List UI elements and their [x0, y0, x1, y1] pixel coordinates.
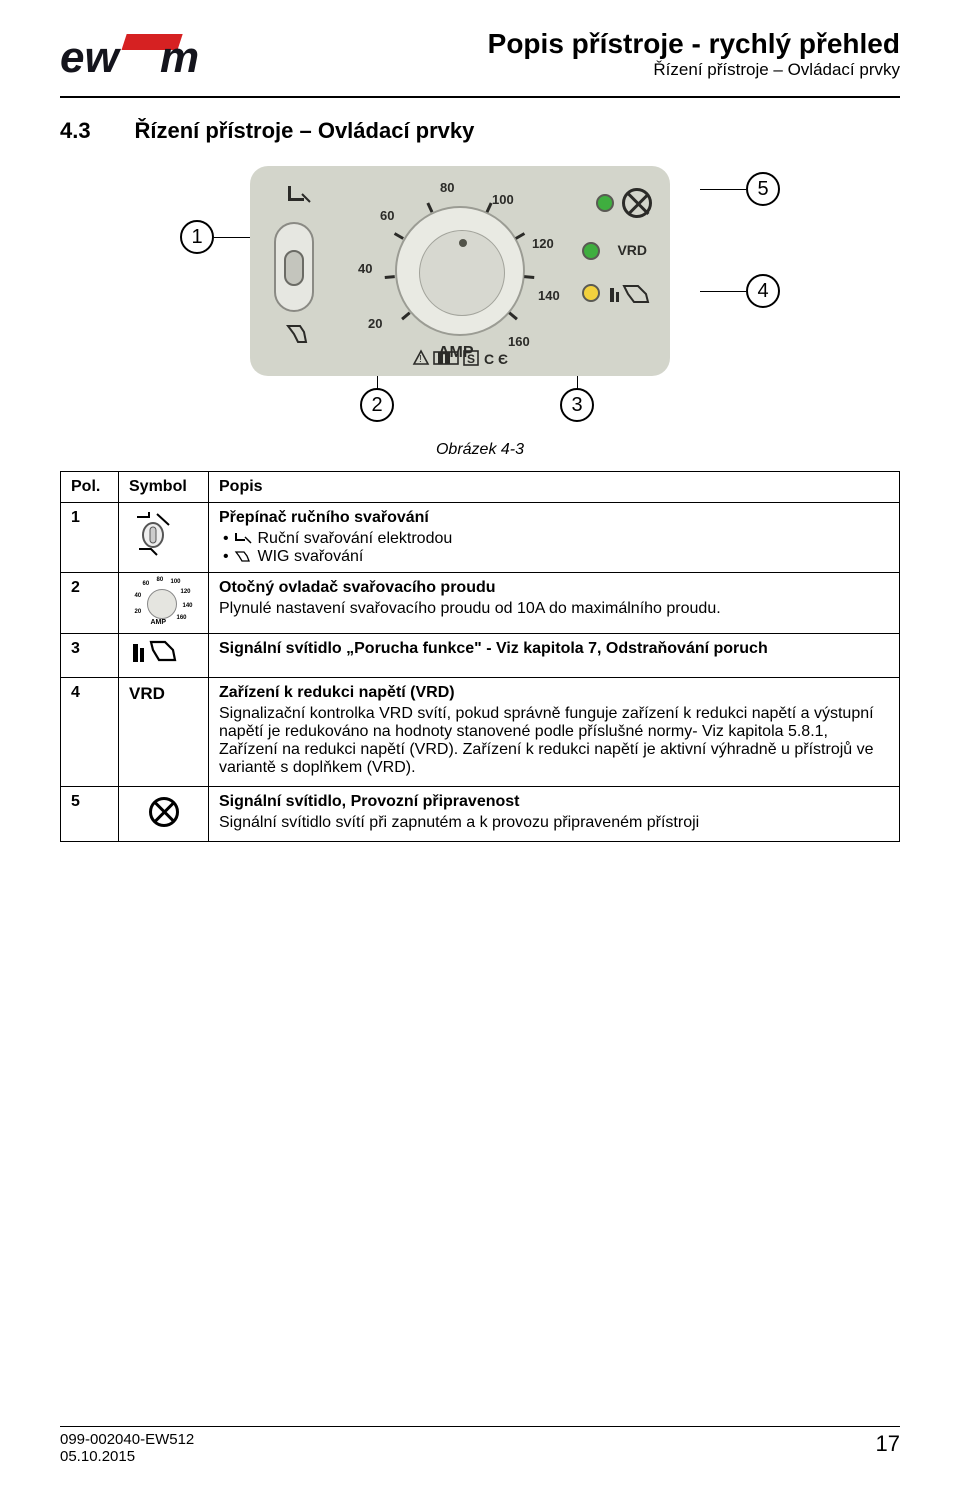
dial-tick — [401, 312, 411, 321]
dial-val-80: 80 — [440, 180, 454, 195]
logo-m: m — [160, 33, 199, 82]
footer-doc-id: 099-002040-EW512 — [60, 1431, 194, 1448]
callout-2: 2 — [360, 388, 394, 422]
svg-text:S: S — [467, 352, 476, 366]
dial-val-140: 140 — [538, 288, 560, 303]
page-header: ew m Popis přístroje - rychlý přehled Ří… — [0, 0, 960, 90]
th-pol: Pol. — [61, 472, 119, 503]
svg-text:C: C — [484, 351, 495, 367]
table-row: 5 Signální svítidlo, Provozní připraveno… — [61, 787, 900, 842]
figure-zone: 1 5 4 2 3 — [60, 166, 900, 459]
bullet-item: Ruční svařování elektrodou — [223, 530, 889, 548]
ready-led-icon — [622, 188, 652, 218]
row-title: Otočný ovladač svařovacího proudu — [219, 579, 889, 597]
row-body: Signální svítidlo svítí při zapnutém a k… — [219, 814, 889, 832]
cell-pol: 2 — [61, 573, 119, 634]
cell-symbol — [119, 634, 209, 678]
cell-pol: 4 — [61, 678, 119, 787]
panel-wrap: 1 5 4 2 3 — [180, 166, 780, 426]
cell-desc: Signální svítidlo „Porucha funkce" - Viz… — [209, 634, 900, 678]
section-heading: 4.3 Řízení přístroje – Ovládací prvky — [60, 118, 900, 144]
mini-dial-icon: 20 40 60 80 100 120 140 160 AMP — [135, 579, 193, 627]
dial-tick — [394, 232, 404, 240]
dial-tick — [515, 232, 525, 240]
footer-rule — [60, 1426, 900, 1427]
table-header-row: Pol. Symbol Popis — [61, 472, 900, 503]
callout-1: 1 — [180, 220, 214, 254]
compliance-marks: ! S C Є — [412, 349, 522, 370]
th-popis: Popis — [209, 472, 900, 503]
logo-ew: ew — [60, 33, 121, 82]
fault-led — [582, 284, 600, 302]
ready-symbol-icon — [149, 797, 179, 827]
fault-symbol-icon — [129, 640, 179, 666]
dial-val-60: 60 — [380, 208, 394, 223]
electrode-inline-icon — [233, 531, 253, 545]
row-title: Signální svítidlo, Provozní připravenost — [219, 793, 889, 811]
cell-desc: Signální svítidlo, Provozní připravenost… — [209, 787, 900, 842]
footer-date: 05.10.2015 — [60, 1448, 194, 1465]
section-number: 4.3 — [60, 118, 130, 144]
svg-text:Є: Є — [498, 351, 509, 367]
dial-indicator — [459, 239, 467, 247]
table-row: 2 20 40 60 80 100 120 140 160 AMP — [61, 573, 900, 634]
callout-4: 4 — [746, 274, 780, 308]
fault-torch-icon — [608, 284, 652, 306]
table-row: 1 Přepínač ručního svařování Ruční s — [61, 503, 900, 573]
cell-symbol: VRD — [119, 678, 209, 787]
tig-inline-icon — [233, 549, 253, 563]
cell-desc: Zařízení k redukci napětí (VRD) Signaliz… — [209, 678, 900, 787]
cell-symbol — [119, 787, 209, 842]
callout-3: 3 — [560, 388, 594, 422]
row-body: Plynulé nastavení svařovacího proudu od … — [219, 600, 889, 618]
page-footer: 099-002040-EW512 05.10.2015 17 — [60, 1426, 900, 1465]
vrd-label: VRD — [617, 242, 647, 258]
footer-page-number: 17 — [876, 1431, 900, 1465]
control-panel: 20 40 60 80 100 120 140 160 AMP VRD — [250, 166, 670, 376]
leader-4 — [700, 291, 746, 292]
dial-inner — [419, 230, 505, 316]
symbol-table: Pol. Symbol Popis 1 Přepínač ruční — [60, 471, 900, 842]
ready-led — [596, 194, 614, 212]
table-row: 3 Signální svítidlo „Porucha funkce" - V… — [61, 634, 900, 678]
tig-icon — [284, 322, 312, 350]
cell-desc: Otočný ovladač svařovacího proudu Plynul… — [209, 573, 900, 634]
dial-tick — [385, 275, 395, 279]
dial-val-160: 160 — [508, 334, 530, 349]
dial-tick — [426, 202, 433, 212]
leader-5 — [700, 189, 746, 190]
dial-val-20: 20 — [368, 316, 382, 331]
content: 4.3 Řízení přístroje – Ovládací prvky 1 … — [0, 98, 960, 842]
dial-val-120: 120 — [532, 236, 554, 251]
dial-tick — [524, 275, 534, 279]
mode-switch[interactable] — [274, 222, 314, 312]
cell-desc: Přepínač ručního svařování Ruční svařová… — [209, 503, 900, 573]
current-dial[interactable] — [395, 206, 525, 336]
dial-tick — [508, 312, 518, 321]
cell-pol: 1 — [61, 503, 119, 573]
vrd-led — [582, 242, 600, 260]
bullet-item: WIG svařování — [223, 548, 889, 566]
row-body: Signalizační kontrolka VRD svítí, pokud … — [219, 705, 889, 777]
callout-5: 5 — [746, 172, 780, 206]
svg-text:!: ! — [419, 354, 423, 365]
dial-val-40: 40 — [358, 261, 372, 276]
row-title: Zařízení k redukci napětí (VRD) — [219, 684, 889, 702]
th-symbol: Symbol — [119, 472, 209, 503]
row-title: Přepínač ručního svařování — [219, 509, 889, 527]
section-title: Řízení přístroje – Ovládací prvky — [134, 118, 474, 144]
ewm-logo: ew m — [60, 30, 230, 95]
cell-pol: 3 — [61, 634, 119, 678]
cell-pol: 5 — [61, 787, 119, 842]
figure-caption: Obrázek 4-3 — [60, 441, 900, 459]
switch-knob — [284, 250, 304, 286]
row-title: Signální svítidlo „Porucha funkce" - Viz… — [219, 640, 889, 658]
cell-symbol: 20 40 60 80 100 120 140 160 AMP — [119, 573, 209, 634]
dial-val-100: 100 — [492, 192, 514, 207]
cell-symbol — [119, 503, 209, 573]
switch-symbol-icon — [129, 509, 179, 557]
electrode-icon — [284, 184, 312, 212]
table-row: 4 VRD Zařízení k redukci napětí (VRD) Si… — [61, 678, 900, 787]
